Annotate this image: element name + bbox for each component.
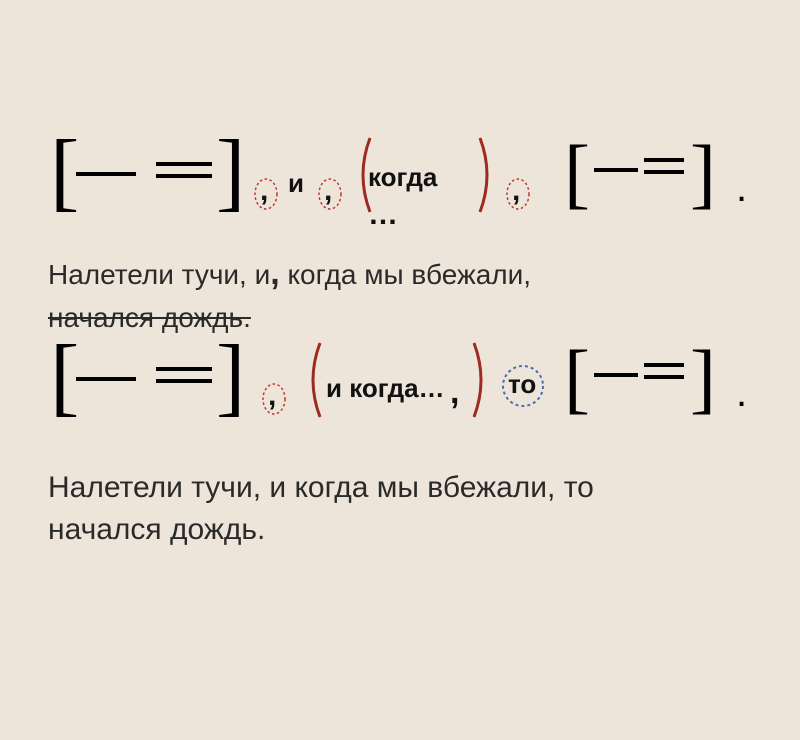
subject-line-1 [76, 172, 136, 176]
subject-line-4 [594, 373, 638, 377]
comma-glyph-4: , [268, 379, 276, 413]
left-bracket-open-1: [ [50, 128, 79, 216]
comma-circle-1: , [252, 176, 280, 212]
period-1: . [736, 166, 747, 211]
predicate-line-3 [156, 367, 212, 391]
paren-close-1 [476, 136, 496, 219]
sentence-2-line2: начался дождь. [48, 513, 265, 546]
sentence-schema-2: [ ] , и когда… , то [ ] . [0, 345, 800, 455]
comma-glyph-3: , [512, 174, 520, 208]
predicate-line-2 [644, 158, 684, 182]
comma-glyph-2: , [324, 174, 332, 208]
sentence-schema-1: [ ] , и , когда … , [ ] . [0, 140, 800, 250]
right-bracket-close-1: ] [690, 134, 716, 212]
sentence-2-line1: Налетели тучи, и когда мы вбежали, то [48, 471, 594, 504]
mid-text-2: и когда… [326, 373, 445, 404]
example-sentence-1: Налетели тучи, и, когда мы вбежали, нача… [0, 250, 800, 337]
sentence-1-part-b: когда мы вбежали, [280, 259, 531, 290]
right-bracket-open-1: [ [564, 134, 590, 212]
period-2: . [736, 371, 747, 416]
predicate-line-4 [644, 363, 684, 387]
paren-open-2 [304, 341, 324, 424]
subordinator-kogda: когда [368, 162, 437, 193]
mid-bold-comma-2: , [450, 373, 459, 412]
subject-line-2 [594, 168, 638, 172]
right-bracket-open-2: [ [564, 339, 590, 417]
ellipsis-1: … [368, 198, 398, 232]
to-text: то [508, 369, 536, 400]
sentence-1-part-a: Налетели тучи, и [48, 259, 270, 290]
comma-glyph-1: , [260, 174, 268, 208]
subject-line-3 [76, 377, 136, 381]
sentence-1-bold-comma: , [270, 254, 279, 292]
left-bracket-close-2: ] [216, 333, 245, 421]
right-bracket-close-2: ] [690, 339, 716, 417]
comma-circle-4: , [260, 381, 288, 417]
example-sentence-2: Налетели тучи, и когда мы вбежали, то на… [0, 467, 800, 551]
conjunction-i: и [288, 168, 304, 199]
left-bracket-open-2: [ [50, 333, 79, 421]
to-circle: то [500, 363, 546, 409]
paren-close-2 [470, 341, 490, 424]
comma-circle-2: , [316, 176, 344, 212]
left-bracket-close-1: ] [216, 128, 245, 216]
comma-circle-3: , [504, 176, 532, 212]
predicate-line-1 [156, 162, 212, 186]
